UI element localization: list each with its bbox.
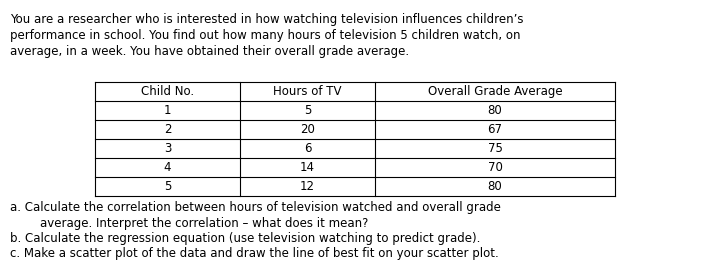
Text: Hours of TV: Hours of TV	[274, 85, 342, 98]
Text: 80: 80	[487, 180, 503, 193]
Text: a. Calculate the correlation between hours of television watched and overall gra: a. Calculate the correlation between hou…	[10, 201, 501, 214]
Text: 14: 14	[300, 161, 315, 174]
Text: 75: 75	[487, 142, 503, 155]
Text: 67: 67	[487, 123, 503, 136]
Text: 4: 4	[163, 161, 171, 174]
Text: 5: 5	[304, 104, 311, 117]
Text: b. Calculate the regression equation (use television watching to predict grade).: b. Calculate the regression equation (us…	[10, 232, 480, 245]
Text: average, in a week. You have obtained their overall grade average.: average, in a week. You have obtained th…	[10, 45, 409, 58]
Text: 12: 12	[300, 180, 315, 193]
Text: 3: 3	[164, 142, 171, 155]
Text: Child No.: Child No.	[141, 85, 194, 98]
Text: c. Make a scatter plot of the data and draw the line of best fit on your scatter: c. Make a scatter plot of the data and d…	[10, 247, 499, 261]
Text: 80: 80	[487, 104, 503, 117]
Text: 1: 1	[163, 104, 171, 117]
Text: performance in school. You find out how many hours of television 5 children watc: performance in school. You find out how …	[10, 29, 521, 42]
Text: 6: 6	[304, 142, 311, 155]
Text: Overall Grade Average: Overall Grade Average	[428, 85, 562, 98]
Text: 70: 70	[487, 161, 503, 174]
Text: 2: 2	[163, 123, 171, 136]
Text: 5: 5	[164, 180, 171, 193]
Text: 20: 20	[300, 123, 315, 136]
Text: average. Interpret the correlation – what does it mean?: average. Interpret the correlation – wha…	[10, 216, 369, 230]
Text: You are a researcher who is interested in how watching television influences chi: You are a researcher who is interested i…	[10, 13, 523, 26]
